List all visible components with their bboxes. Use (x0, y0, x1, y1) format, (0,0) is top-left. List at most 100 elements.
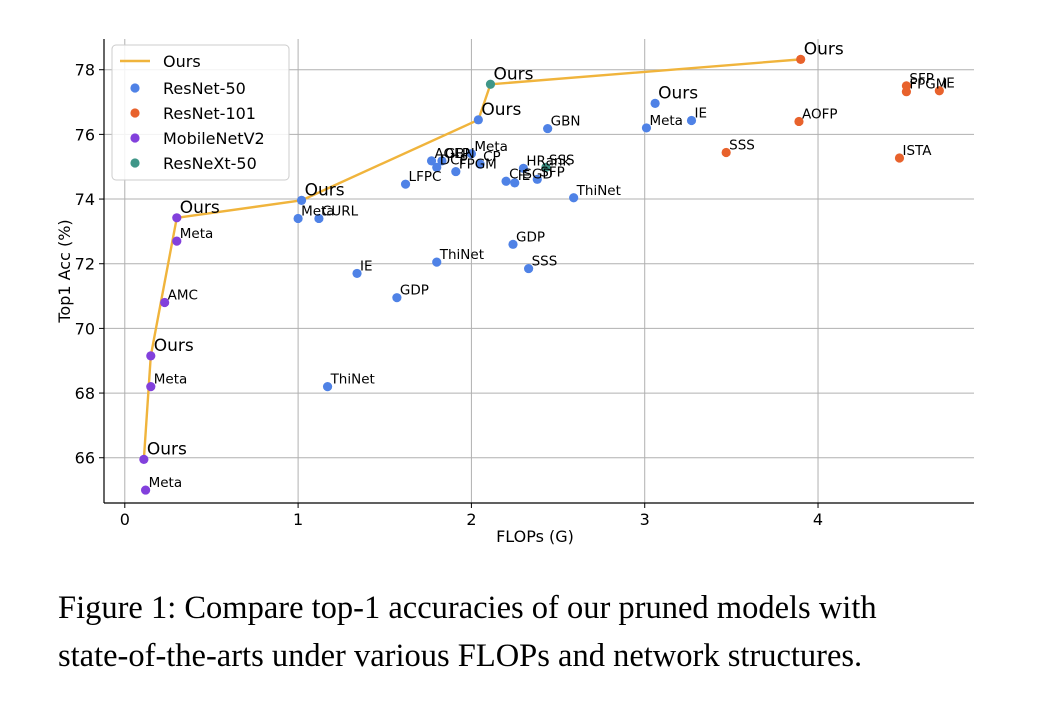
point-label: Ours (305, 180, 345, 200)
point-label: Ours (154, 336, 194, 356)
point-label: HRank (526, 153, 570, 169)
point-mobilenetv2 (172, 213, 182, 223)
point-resnet-50 (532, 174, 542, 184)
point-resnet-50 (451, 166, 461, 177)
point-resnet-50 (543, 123, 553, 134)
point-label: GDP (516, 229, 545, 245)
point-resnet-50 (392, 293, 402, 303)
x-tick-label: 1 (293, 510, 303, 529)
y-tick-label: 76 (75, 125, 95, 144)
point-resnet-50 (508, 239, 518, 249)
y-tick-label: 66 (75, 449, 95, 468)
legend-marker (130, 83, 140, 93)
point-label: CURL (322, 203, 359, 219)
x-tick-label: 0 (120, 510, 130, 529)
point-label: LFPC (409, 169, 442, 185)
point-resnet-50 (466, 149, 477, 159)
point-label: ThiNet (439, 247, 484, 263)
point-mobilenetv2 (172, 236, 182, 246)
point-label: ISTA (902, 143, 932, 159)
point-resnet-50 (473, 115, 483, 125)
point-resnet-101 (934, 86, 944, 96)
point-label: Ours (658, 83, 698, 103)
legend-label: ResNeXt-50 (163, 154, 257, 173)
point-mobilenetv2 (140, 485, 151, 495)
point-label: AMC (168, 288, 198, 304)
x-ticks: 0 1 2 3 4 (120, 503, 823, 529)
point-label: IE (518, 168, 531, 184)
point-labels: OursOursOursMetaCURLIEGDPThiNetThiNetLFP… (147, 39, 955, 491)
point-resnext-50 (541, 162, 551, 172)
point-resnet-50 (686, 115, 697, 126)
point-label: Meta (301, 203, 335, 219)
point-resnet-50 (322, 381, 333, 392)
point-label: Meta (154, 372, 188, 388)
point-label: Ours (493, 64, 533, 84)
point-mobilenetv2 (146, 351, 156, 361)
point-resnet-50 (650, 98, 660, 108)
point-label: Meta (180, 226, 214, 242)
legend-marker (130, 108, 140, 118)
legend-box (111, 44, 290, 181)
point-mobilenetv2 (146, 381, 156, 392)
legend-label: MobileNetV2 (163, 129, 265, 148)
point-resnet-50 (293, 213, 303, 224)
point-resnet-50 (352, 268, 362, 279)
point-resnet-101 (901, 87, 912, 97)
caption-line-2: state-of-the-arts under various FLOPs an… (58, 638, 863, 674)
point-label: Ours (481, 100, 521, 120)
figure-caption: Figure 1: Compare top-1 accuracies of ou… (58, 584, 1038, 680)
point-label: Ours (147, 439, 187, 459)
point-label: FPGM (459, 157, 497, 173)
point-resnet-50 (400, 179, 411, 189)
point-label: Meta (474, 139, 508, 155)
point-label: IE (360, 258, 373, 274)
point-label: GBN (445, 146, 475, 162)
point-label: Ours (180, 198, 220, 218)
point-resnet-101 (794, 116, 804, 127)
point-resnet-50 (518, 163, 529, 173)
point-mobilenetv2 (160, 297, 170, 308)
point-label: ThiNet (576, 183, 621, 199)
point-label: SSS (549, 152, 575, 168)
point-mobilenetv2 (139, 454, 149, 464)
point-label: DCP (440, 152, 468, 168)
point-resnet-50 (314, 213, 324, 224)
y-tick-label: 70 (75, 319, 95, 338)
point-label: CP (483, 149, 501, 165)
x-axis-label: FLOPs (G) (496, 527, 574, 546)
point-label: ThiNet (330, 372, 375, 388)
legend-marker (130, 158, 140, 168)
point-label: IE (942, 76, 955, 92)
x-tick-label: 4 (813, 510, 823, 529)
point-label: FPGM (909, 77, 947, 93)
point-label: SFP (540, 164, 564, 180)
point-resnet-50 (296, 195, 307, 205)
point-resnet-101 (894, 153, 905, 163)
y-ticks: 66 68 70 72 74 76 78 (75, 61, 104, 468)
point-label: SSS (729, 137, 755, 153)
point-resnet-50 (501, 176, 511, 186)
point-label: Meta (149, 475, 183, 491)
y-tick-label: 72 (75, 255, 95, 274)
point-resnet-50 (475, 159, 485, 169)
point-resnet-101 (796, 54, 806, 64)
y-tick-label: 68 (75, 384, 95, 403)
point-resnet-50 (426, 156, 437, 166)
point-label: IE (695, 105, 708, 121)
point-resnet-50 (641, 123, 652, 133)
point-label: SSS (532, 254, 558, 270)
point-resnext-50 (485, 79, 496, 89)
point-resnet-50 (437, 156, 447, 166)
caption-line-1: Figure 1: Compare top-1 accuracies of ou… (58, 590, 877, 626)
point-resnet-50 (510, 178, 520, 188)
legend-label: ResNet-101 (163, 104, 256, 123)
point-label: Meta (649, 113, 683, 129)
point-resnet-50 (569, 193, 579, 203)
point-label: AOFP (802, 106, 838, 122)
scatter-chart: 0 1 2 3 4 66 68 70 72 74 76 78 FLOPs (G) Top1 Acc … (55, 39, 974, 546)
data-points (139, 54, 944, 495)
y-tick-label: 78 (75, 61, 95, 80)
point-label: C-SGD (509, 166, 553, 182)
y-tick-label: 74 (75, 190, 95, 209)
